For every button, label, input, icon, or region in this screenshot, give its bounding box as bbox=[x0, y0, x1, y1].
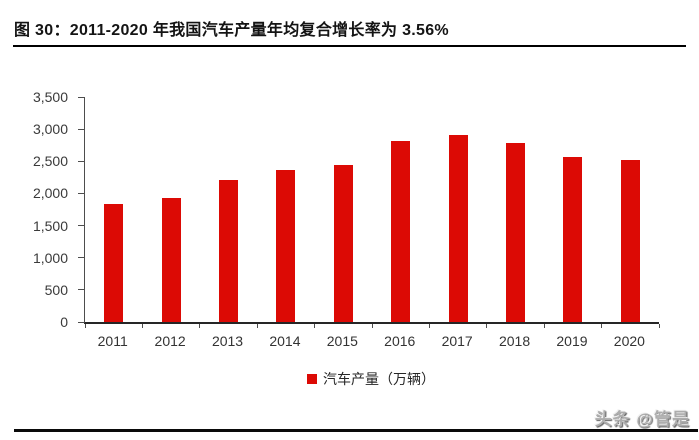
bar-2011 bbox=[104, 203, 124, 322]
bar-cell-2015 bbox=[315, 97, 372, 322]
y-tick-label: 1,000 bbox=[32, 249, 68, 266]
bar-2015 bbox=[333, 164, 353, 322]
bar-cell-2018 bbox=[487, 97, 544, 322]
x-tick-mark bbox=[256, 324, 258, 328]
x-tick-label: 2011 bbox=[97, 333, 128, 349]
x-tick-label: 2019 bbox=[556, 333, 588, 349]
bar-cell-2011 bbox=[85, 97, 142, 322]
legend-label: 汽车产量（万辆） bbox=[323, 371, 435, 387]
y-tick-label: 500 bbox=[44, 281, 68, 298]
bar-cell-2013 bbox=[200, 97, 257, 322]
bars-container bbox=[85, 97, 659, 322]
y-tick-mark bbox=[78, 225, 84, 227]
y-tick-label: 0 bbox=[60, 314, 68, 330]
x-tick-label: 2020 bbox=[613, 333, 645, 349]
figure-title: 图 30：2011-2020 年我国汽车产量年均复合增长率为 3.56% bbox=[14, 22, 449, 39]
y-tick-mark bbox=[78, 160, 84, 162]
x-tick-mark bbox=[658, 324, 660, 328]
bar-cell-2014 bbox=[257, 97, 314, 322]
plot-area bbox=[78, 96, 660, 328]
x-tick-label: 2015 bbox=[326, 333, 358, 349]
title-underline bbox=[13, 45, 686, 47]
x-tick-mark bbox=[199, 324, 201, 328]
bar-cell-2020 bbox=[602, 97, 659, 322]
x-axis-labels: 2011 2012 2013 2014 2015 2016 2017 2018 2019 2020 bbox=[84, 334, 658, 348]
x-tick-mark bbox=[601, 324, 603, 328]
x-tick-label: 2017 bbox=[441, 333, 473, 349]
x-tick-label: 2012 bbox=[154, 333, 186, 349]
bar-2014 bbox=[276, 169, 296, 322]
x-tick-mark bbox=[428, 324, 430, 328]
x-tick-mark bbox=[84, 324, 86, 328]
x-tick-label: 2018 bbox=[498, 333, 531, 349]
y-tick-label: 2,000 bbox=[32, 185, 68, 202]
y-tick-mark bbox=[78, 289, 84, 291]
y-tick-mark bbox=[78, 128, 84, 130]
x-tick-mark bbox=[371, 324, 373, 328]
x-tick-mark bbox=[141, 324, 143, 328]
y-axis-labels: 0 500 1,000 1,500 2,000 2,500 3,000 3,500 bbox=[0, 90, 76, 329]
x-tick-mark bbox=[486, 324, 488, 328]
bar-2012 bbox=[161, 198, 181, 322]
x-tick-mark bbox=[543, 324, 545, 328]
bar-2017 bbox=[448, 135, 468, 322]
bar-2019 bbox=[563, 156, 583, 322]
y-tick-label: 1,500 bbox=[32, 217, 68, 234]
y-tick-label: 3,000 bbox=[32, 121, 68, 138]
x-tick-mark bbox=[314, 324, 316, 328]
y-tick-mark bbox=[78, 321, 84, 323]
bar-2020 bbox=[620, 159, 640, 322]
bar-2013 bbox=[219, 179, 239, 322]
legend-marker-icon bbox=[307, 374, 317, 384]
watermark-text: 头条 @管是 bbox=[594, 410, 690, 429]
y-tick-mark bbox=[78, 257, 84, 259]
bar-cell-2012 bbox=[142, 97, 199, 322]
y-tick-label: 2,500 bbox=[32, 153, 68, 170]
bar-cell-2016 bbox=[372, 97, 429, 322]
y-tick-mark bbox=[78, 96, 84, 98]
bar-2016 bbox=[391, 141, 411, 322]
x-tick-label: 2014 bbox=[269, 333, 301, 349]
bottom-divider bbox=[14, 429, 698, 432]
x-tick-label: 2016 bbox=[384, 333, 416, 349]
bar-cell-2019 bbox=[544, 97, 601, 322]
chart-legend: 汽车产量（万辆） bbox=[84, 369, 658, 389]
bar-cell-2017 bbox=[429, 97, 486, 322]
y-tick-label: 3,500 bbox=[32, 89, 68, 105]
bar-2018 bbox=[506, 143, 526, 322]
y-tick-mark bbox=[78, 192, 84, 194]
x-tick-label: 2013 bbox=[211, 333, 244, 349]
